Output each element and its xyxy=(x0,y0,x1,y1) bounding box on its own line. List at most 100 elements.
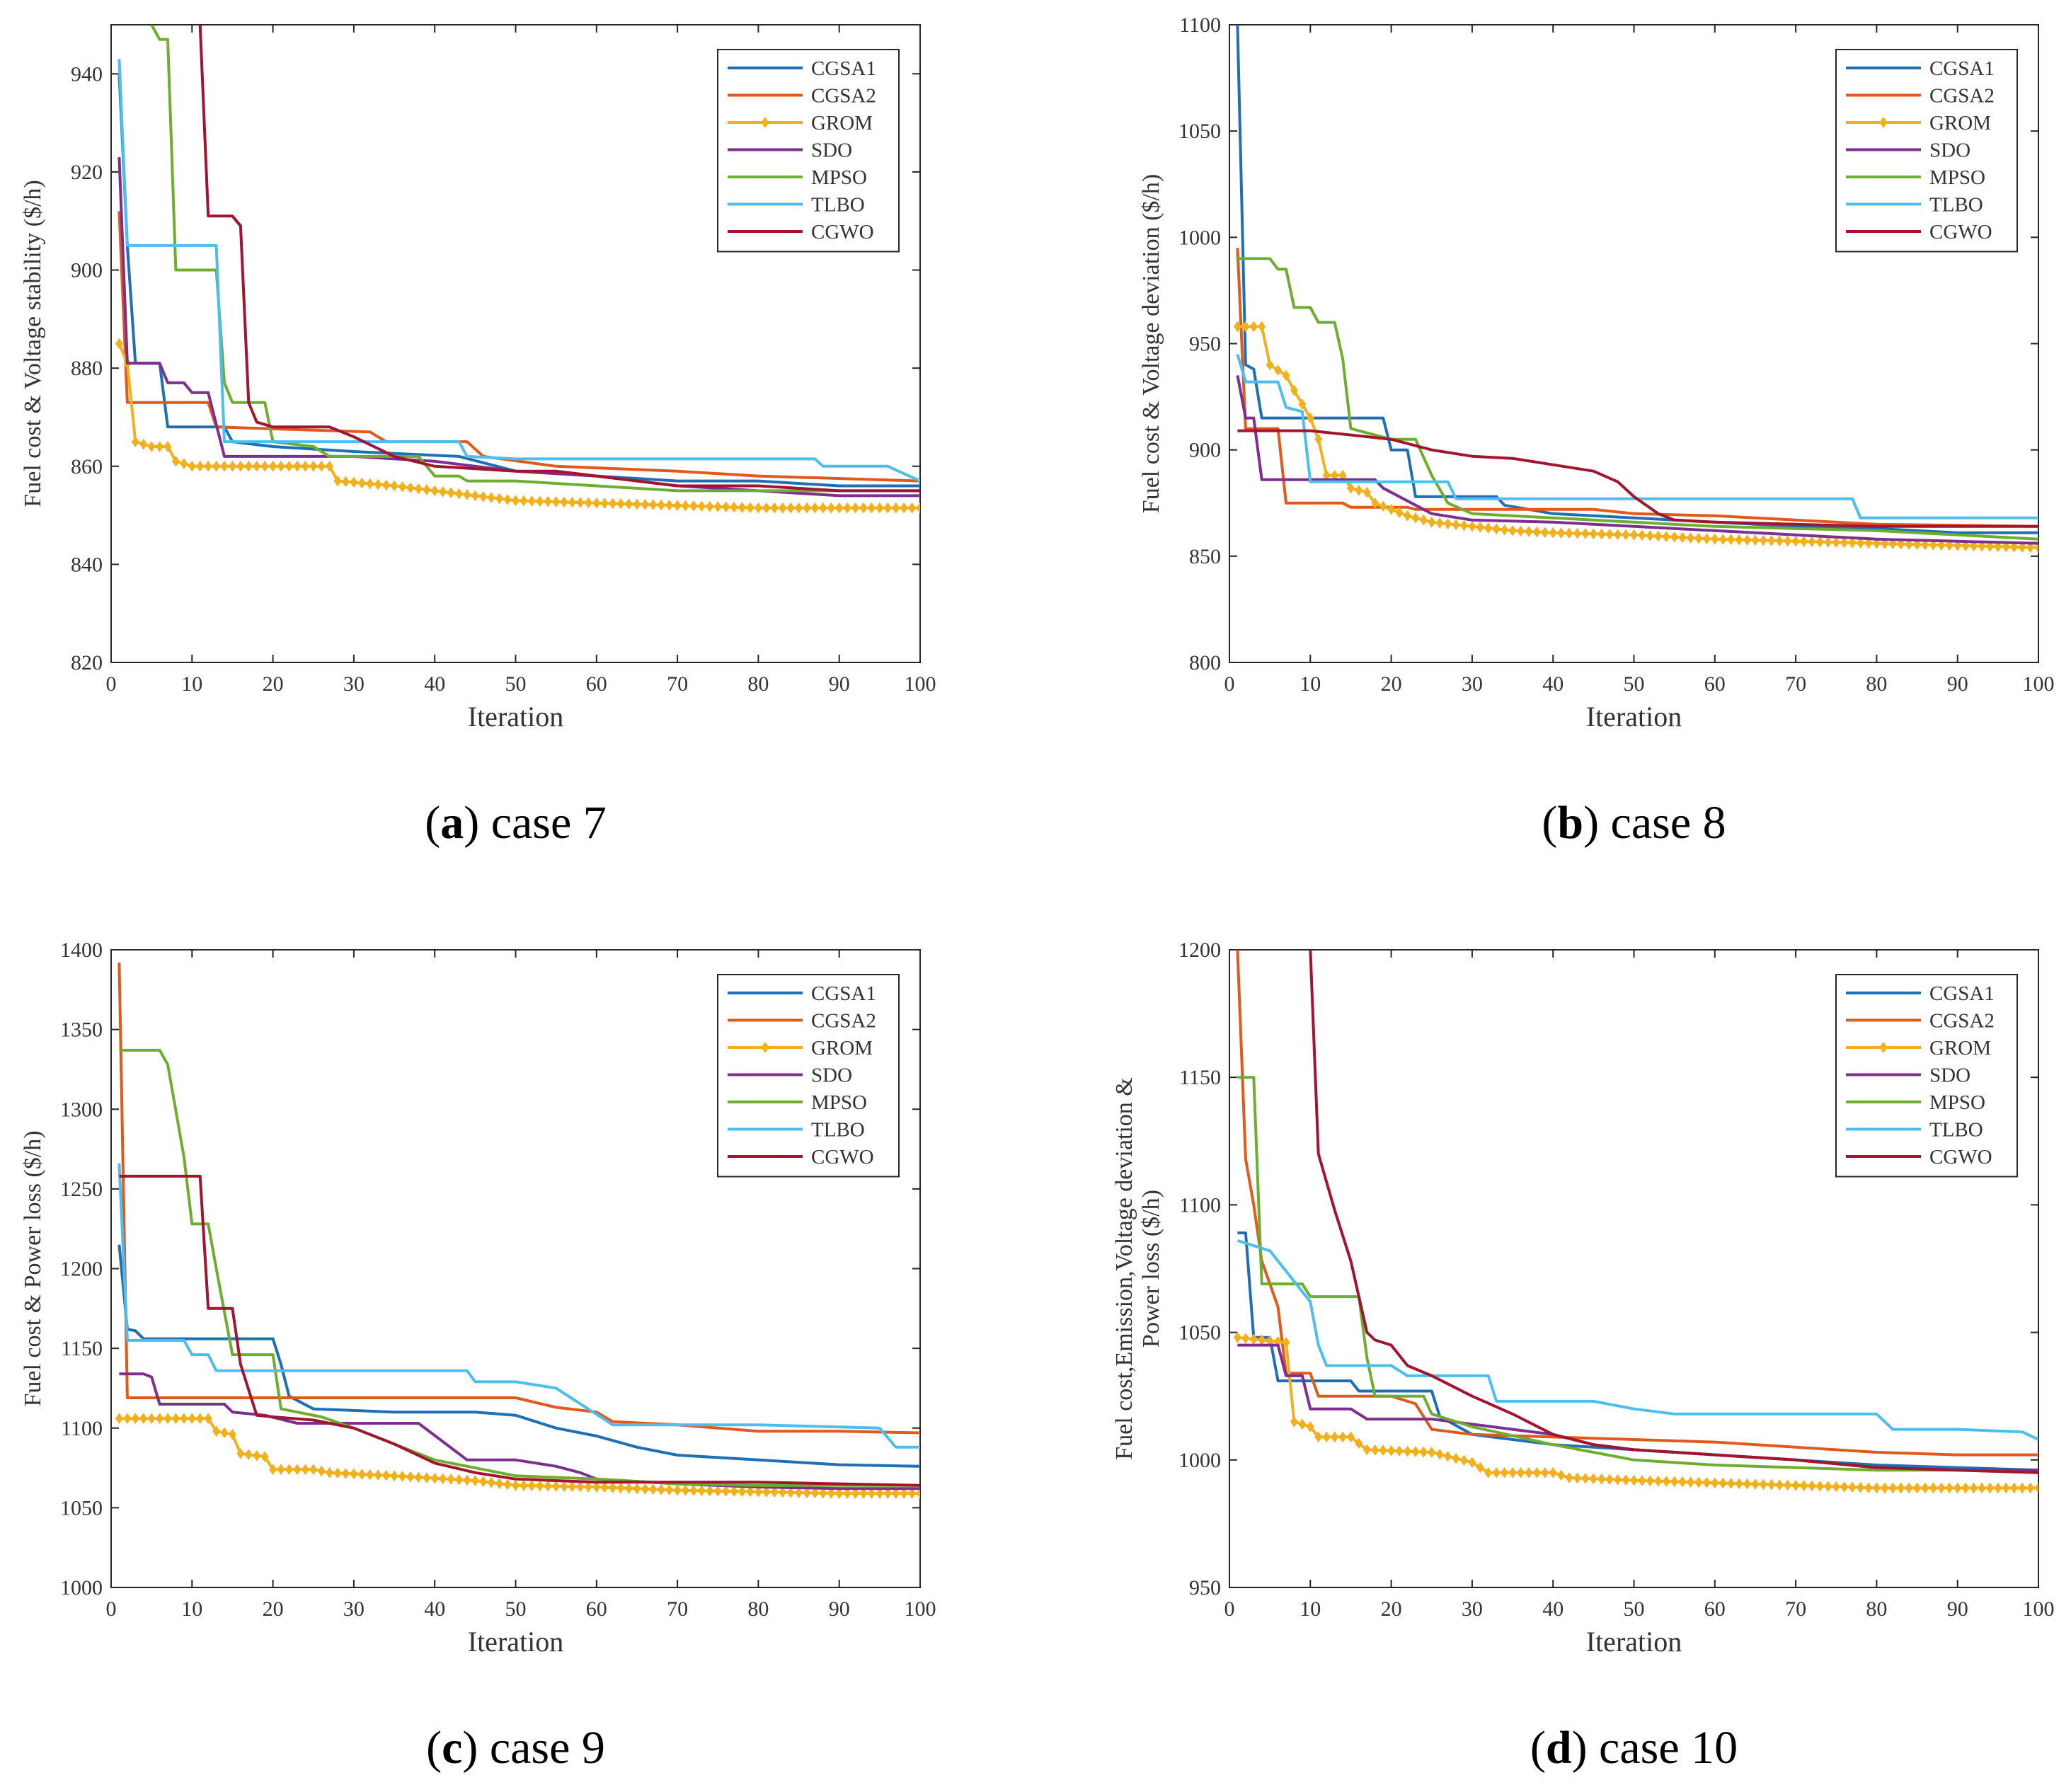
x-tick-label: 70 xyxy=(667,1597,688,1621)
series-marker-grom xyxy=(1791,1479,1800,1491)
y-tick-label: 1050 xyxy=(1178,1321,1221,1345)
x-tick-label: 50 xyxy=(1624,672,1645,696)
series-marker-grom xyxy=(1501,524,1509,536)
series-marker-grom xyxy=(2002,1482,2010,1494)
series-marker-grom xyxy=(212,460,221,472)
series-marker-grom xyxy=(536,495,544,507)
series-marker-grom xyxy=(2010,1482,2019,1494)
series-marker-grom xyxy=(260,1451,269,1463)
series-marker-grom xyxy=(1589,528,1597,540)
y-tick-label: 1250 xyxy=(60,1178,103,1201)
x-tick-label: 10 xyxy=(181,1597,202,1621)
series-marker-grom xyxy=(236,460,245,472)
x-tick-label: 80 xyxy=(747,672,769,696)
series-marker-grom xyxy=(1597,528,1606,540)
y-tick-label: 1150 xyxy=(61,1337,103,1360)
series-marker-grom xyxy=(1419,1446,1428,1458)
caption-text: case 10 xyxy=(1599,1722,1738,1774)
series-marker-grom xyxy=(1395,507,1404,519)
x-tick-label: 40 xyxy=(1542,672,1564,696)
series-marker-grom xyxy=(333,1467,342,1479)
series-marker-grom xyxy=(859,1488,868,1499)
series-marker-grom xyxy=(1767,1478,1776,1491)
series-marker-grom xyxy=(1929,539,1937,551)
legend-label-cgsa2: CGSA2 xyxy=(1929,85,1995,108)
series-marker-grom xyxy=(1362,1444,1371,1456)
series-marker-grom xyxy=(1452,1452,1460,1464)
series-marker-grom xyxy=(1985,1482,1994,1494)
series-marker-grom xyxy=(1646,1475,1654,1487)
series-marker-grom xyxy=(1857,1481,1865,1493)
series-marker-grom xyxy=(1832,1481,1840,1493)
series-marker-grom xyxy=(406,1471,415,1483)
series-marker-grom xyxy=(859,502,868,514)
series-line-cgwo xyxy=(119,1174,920,1487)
x-tick-label: 50 xyxy=(505,672,527,696)
series-marker-grom xyxy=(1411,1446,1420,1457)
series-marker-grom xyxy=(1387,1444,1396,1457)
series-marker-grom xyxy=(1654,1475,1663,1487)
series-line-mpso xyxy=(1237,257,2038,541)
series-marker-grom xyxy=(1800,536,1808,547)
x-tick-label: 0 xyxy=(106,1597,117,1621)
series-marker-grom xyxy=(1686,1476,1695,1488)
series-marker-grom xyxy=(1970,1482,1978,1494)
series-marker-grom xyxy=(1800,1480,1808,1492)
series-marker-grom xyxy=(447,1474,455,1485)
caption-paren-open: ( xyxy=(1530,1722,1546,1774)
series-marker-grom xyxy=(1784,1479,1792,1491)
series-marker-grom xyxy=(2018,1482,2026,1494)
panels: 0 10 20 30 40 50 60 70 80 90 100820840860880900920… xyxy=(20,13,2055,1774)
series-line-cgsa2 xyxy=(117,962,920,1435)
series-marker-grom xyxy=(1913,1482,1922,1494)
legend-label-sdo: SDO xyxy=(1929,1064,1970,1087)
series-marker-grom xyxy=(180,1413,188,1425)
x-tick-label: 100 xyxy=(905,1597,936,1621)
x-tick-label: 60 xyxy=(1704,672,1726,696)
series-marker-grom xyxy=(713,1485,722,1497)
y-tick-label: 1200 xyxy=(1178,938,1221,962)
series-marker-grom xyxy=(584,1481,592,1493)
series-marker-grom xyxy=(317,460,326,472)
series-marker-grom xyxy=(1824,1481,1832,1493)
series-marker-grom xyxy=(1921,539,1929,551)
series-marker-grom xyxy=(835,502,844,514)
x-axis-label: Iteration xyxy=(1586,701,1682,733)
series-marker-grom xyxy=(495,1478,504,1490)
series-marker-grom xyxy=(260,460,269,472)
series-marker-grom xyxy=(1897,538,1905,550)
series-marker-grom xyxy=(495,493,504,505)
series-marker-grom xyxy=(463,489,471,500)
series-marker-grom xyxy=(1808,1480,1816,1492)
series-marker-grom xyxy=(1444,1450,1452,1462)
series-marker-grom xyxy=(503,494,512,505)
series-marker-grom xyxy=(786,1486,795,1498)
series-marker-grom xyxy=(552,496,561,507)
series-marker-grom xyxy=(592,1481,601,1493)
series-marker-grom xyxy=(908,1488,917,1499)
y-tick-label: 1350 xyxy=(60,1018,103,1042)
series-marker-grom xyxy=(1452,519,1460,531)
series-marker-grom xyxy=(876,502,884,514)
panel-caption: (c) case 9 xyxy=(426,1722,605,1774)
series-marker-grom xyxy=(1759,1478,1767,1491)
series-marker-grom xyxy=(1508,524,1517,536)
x-tick-label: 10 xyxy=(181,672,202,696)
series-marker-grom xyxy=(1565,527,1573,539)
series-marker-grom xyxy=(1411,512,1420,524)
series-marker-grom xyxy=(1662,531,1670,543)
series-marker-grom xyxy=(220,460,229,472)
x-tick-label: 60 xyxy=(586,1597,607,1621)
series-marker-grom xyxy=(479,1476,488,1488)
series-marker-grom xyxy=(779,1486,787,1498)
series-marker-grom xyxy=(390,480,398,492)
series-marker-grom xyxy=(1322,1431,1331,1443)
series-marker-grom xyxy=(819,502,827,514)
series-marker-grom xyxy=(293,460,302,472)
x-tick-label: 70 xyxy=(667,672,688,696)
series-marker-grom xyxy=(228,460,236,472)
legend-marker-grom xyxy=(761,117,769,128)
series-marker-grom xyxy=(1808,536,1816,548)
series-marker-grom xyxy=(682,500,690,512)
series-line-cgwo xyxy=(198,25,920,493)
